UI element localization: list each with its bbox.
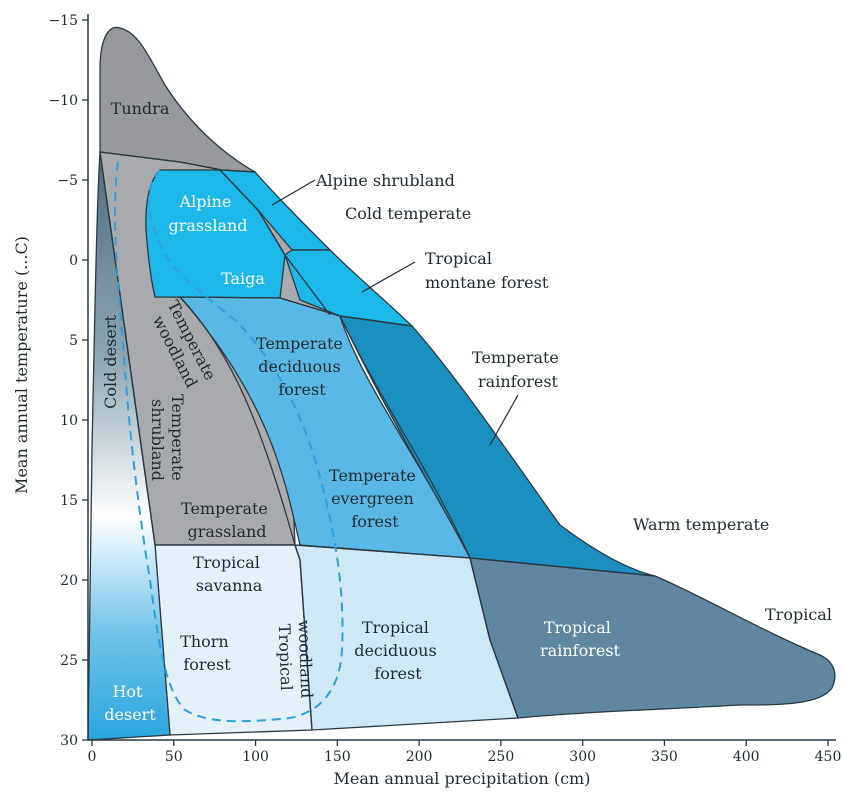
label-cold-desert: Cold desert <box>101 315 120 409</box>
x-tick-label: 100 <box>242 749 269 765</box>
y-tick-label: 5 <box>69 333 78 349</box>
y-tick-label: 15 <box>60 493 78 509</box>
boundary-rainforest-tropical <box>469 557 519 719</box>
label-taiga: Taiga <box>221 269 265 288</box>
y-axis-ticks: −15 −10 −5 0 5 10 15 20 25 30 <box>48 13 88 749</box>
dashed-boundary-outline <box>114 161 344 723</box>
label-tropical-savanna: Tropical savanna <box>193 553 265 595</box>
leader-temperate-rainforest <box>489 394 519 446</box>
label-thorn-forest: Thorn forest <box>180 632 234 674</box>
tundra-region <box>99 26 256 173</box>
zone-cold-temperate: Cold temperate <box>345 204 471 223</box>
label-temperate-grassland: Temperate grassland <box>181 499 273 541</box>
x-tick-label: 400 <box>733 749 760 765</box>
zone-tropical: Tropical <box>765 605 832 624</box>
y-tick-label: 0 <box>69 253 78 269</box>
x-axis-title: Mean annual precipitation (cm) <box>334 769 591 788</box>
x-tick-label: 50 <box>165 749 183 765</box>
y-axis-title: Mean annual temperature (...C) <box>12 236 31 494</box>
y-tick-label: 25 <box>60 653 78 669</box>
x-tick-label: 150 <box>324 749 351 765</box>
y-tick-label: 10 <box>60 413 78 429</box>
boundary-shrubland-woodland <box>99 151 156 546</box>
boundary-deciduous-rainforest <box>339 315 471 559</box>
temperate-rainforest-region <box>338 315 656 577</box>
label-tundra: Tundra <box>111 99 170 118</box>
callout-temperate-rainforest: Temperate rainforest <box>472 348 564 391</box>
label-alpine-grassland: Alpine grassland <box>168 192 247 235</box>
x-tick-label: 350 <box>651 749 678 765</box>
label-tropical-deciduous-forest: Tropical deciduous forest <box>354 618 442 683</box>
x-tick-label: 450 <box>815 749 842 765</box>
label-tropical-woodland: Tropical woodland <box>275 620 317 700</box>
boundary-savanna-deciduous <box>294 544 313 731</box>
x-tick-label: 300 <box>569 749 596 765</box>
boundary-taiga-deciduous <box>179 296 413 327</box>
label-temperate-deciduous-forest: Temperate deciduous forest <box>256 334 348 399</box>
cold-desert-region <box>87 151 171 741</box>
callout-tropical-montane-forest: Tropical montane forest <box>425 249 549 292</box>
y-tick-label: −5 <box>57 173 78 189</box>
label-tropical-rainforest: Tropical rainforest <box>540 618 620 660</box>
boundary-tundra-base <box>99 151 256 173</box>
boundary-alpine-montane <box>219 169 331 316</box>
y-tick-label: −10 <box>48 93 78 109</box>
x-tick-label: 200 <box>406 749 433 765</box>
boundary-temperate-tropical <box>155 544 656 577</box>
x-tick-label: 0 <box>88 749 97 765</box>
label-temperate-shrubland: Temperate shrubland <box>148 394 187 486</box>
x-axis-ticks: 0 50 100 150 200 250 300 350 400 450 <box>88 740 842 765</box>
zone-warm-temperate: Warm temperate <box>633 515 769 534</box>
y-tick-label: 30 <box>60 733 78 749</box>
y-tick-label: −15 <box>48 13 78 29</box>
label-hot-desert: Hot desert <box>104 682 156 724</box>
label-temperate-evergreen-forest: Temperate evergreen forest <box>329 466 421 531</box>
x-tick-label: 250 <box>488 749 515 765</box>
tropical-rainforest-region <box>469 557 836 719</box>
leader-tropical-montane-forest <box>361 261 416 293</box>
boundary-woodland-deciduous <box>179 296 296 546</box>
y-tick-label: 20 <box>60 573 78 589</box>
leader-alpine-shrubland <box>271 179 316 206</box>
callout-alpine-shrubland: Alpine shrubland <box>315 171 455 190</box>
